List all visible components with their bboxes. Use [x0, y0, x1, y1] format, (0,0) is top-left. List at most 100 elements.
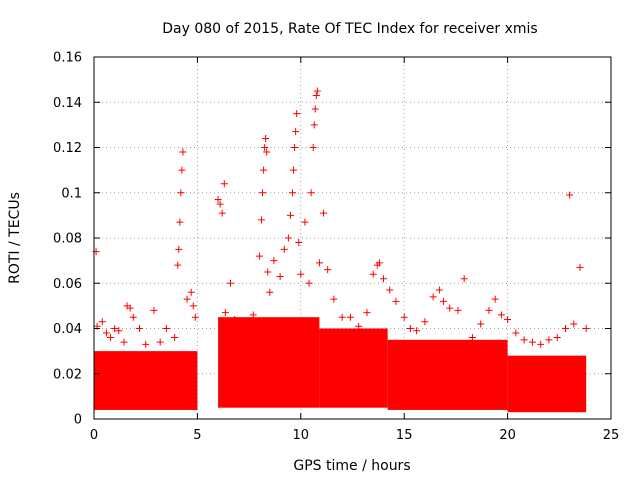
data-point — [338, 313, 346, 321]
data-point — [218, 209, 226, 217]
data-point — [289, 189, 297, 197]
data-point — [553, 334, 561, 342]
data-point — [570, 320, 578, 328]
data-point — [231, 315, 239, 323]
data-point — [566, 191, 574, 199]
data-point — [291, 144, 299, 151]
data-point — [249, 311, 257, 319]
data-point — [528, 338, 536, 346]
x-tick-label: 15 — [396, 428, 413, 443]
data-point — [520, 336, 528, 344]
y-tick-label: 0.14 — [53, 96, 82, 111]
data-point — [102, 329, 110, 337]
data-point — [330, 295, 338, 303]
data-point — [363, 309, 371, 317]
y-tick-label: 0.12 — [53, 141, 82, 156]
data-point — [497, 311, 505, 319]
x-tick-label: 10 — [293, 428, 310, 443]
data-point — [174, 261, 182, 269]
data-point — [171, 334, 179, 342]
data-point — [392, 297, 400, 305]
data-point — [98, 318, 106, 326]
data-point — [315, 259, 323, 267]
x-tick-label: 5 — [193, 428, 201, 443]
data-point — [255, 252, 263, 260]
data-point — [320, 209, 328, 217]
data-point — [120, 338, 128, 346]
data-point — [545, 336, 553, 344]
y-tick-label: 0.1 — [61, 186, 82, 201]
chart-title: Day 080 of 2015, Rate Of TEC Index for r… — [162, 21, 537, 37]
data-point — [380, 275, 388, 283]
data-point — [260, 166, 268, 174]
y-tick-label: 0.08 — [53, 232, 82, 247]
data-point — [309, 144, 317, 151]
data-point — [280, 245, 288, 253]
data-point — [276, 272, 284, 280]
data-point — [293, 110, 301, 118]
data-point — [107, 334, 115, 342]
data-point — [177, 189, 185, 197]
data-point — [485, 306, 493, 314]
dense-data-bands — [94, 317, 587, 413]
data-point — [258, 216, 266, 224]
data-point — [375, 259, 383, 267]
data-point — [150, 306, 158, 314]
data-point — [307, 189, 315, 197]
data-point — [512, 329, 520, 337]
dense-data-band — [507, 355, 587, 413]
y-axis-label: ROTI / TECUs — [7, 192, 23, 284]
data-point — [221, 309, 229, 317]
data-point — [237, 334, 245, 342]
data-point — [346, 313, 354, 321]
data-point — [259, 189, 267, 197]
data-point — [142, 340, 150, 348]
data-point — [214, 196, 222, 204]
y-tick-label: 0.04 — [53, 322, 82, 337]
data-point — [111, 325, 119, 332]
data-point — [562, 325, 570, 332]
data-point — [156, 338, 164, 346]
data-point — [216, 200, 224, 208]
data-point — [162, 325, 170, 332]
data-point — [324, 266, 332, 274]
grid — [94, 57, 611, 419]
data-point — [576, 263, 584, 271]
data-point — [178, 166, 186, 174]
data-point — [310, 121, 318, 129]
data-point — [290, 166, 298, 174]
data-point — [413, 327, 421, 335]
dense-data-band — [387, 339, 508, 410]
data-point — [439, 297, 447, 305]
data-point — [406, 325, 414, 332]
data-point — [355, 322, 363, 330]
data-point — [176, 218, 184, 226]
axis-ticks: 0 0.02 0.04 0.06 0.08 0.1 0.12 0.14 0.16 0 5 10 15 20… — [53, 51, 619, 444]
dense-data-band — [218, 317, 320, 408]
data-point — [286, 211, 294, 219]
data-point — [284, 234, 292, 242]
x-tick-label: 25 — [603, 428, 620, 443]
y-tick-label: 0.02 — [53, 367, 82, 382]
data-point — [491, 295, 499, 303]
data-point — [312, 91, 320, 99]
data-point — [504, 315, 512, 323]
y-tick-label: 0.06 — [53, 277, 82, 292]
data-point — [297, 270, 305, 278]
data-point — [446, 304, 454, 312]
data-point — [429, 293, 437, 301]
data-point — [400, 313, 408, 321]
data-point — [386, 286, 394, 294]
data-point — [270, 257, 278, 265]
data-point — [460, 275, 468, 283]
data-point — [264, 268, 272, 276]
dense-data-band — [319, 328, 388, 408]
data-point — [435, 286, 443, 294]
data-point — [262, 134, 270, 142]
data-points — [92, 87, 590, 348]
x-tick-label: 0 — [90, 428, 98, 443]
data-point — [115, 327, 123, 335]
data-point — [369, 270, 377, 278]
data-point — [191, 313, 199, 321]
y-tick-label: 0.16 — [53, 51, 82, 66]
